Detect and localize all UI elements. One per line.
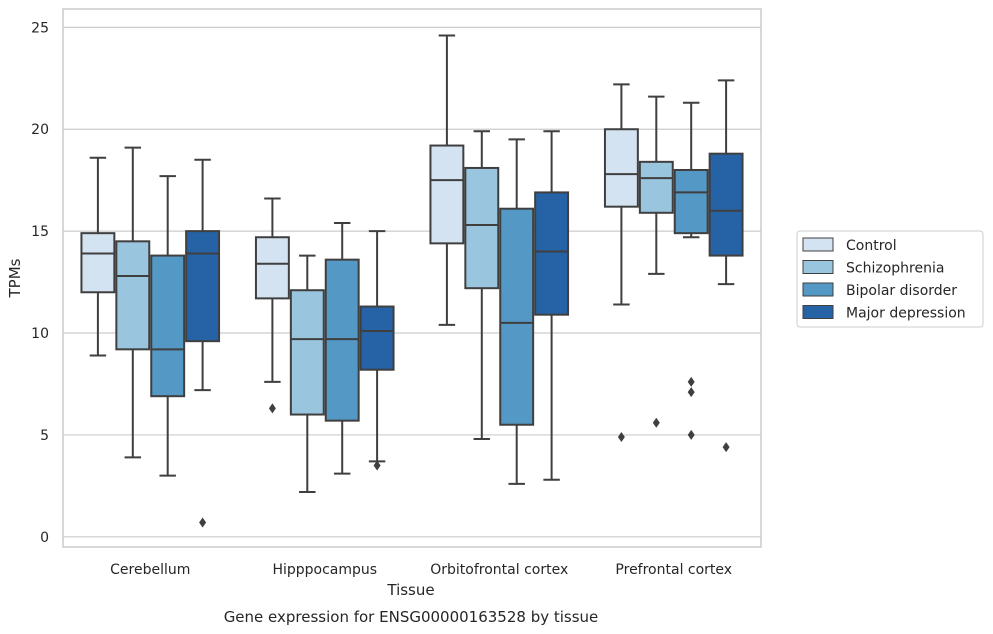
legend-swatch (802, 282, 834, 297)
box-plot (638, 95, 674, 428)
chart-caption: Gene expression for ENSG00000163528 by t… (224, 608, 599, 626)
box-plot (185, 158, 221, 528)
outlier-point (687, 387, 695, 398)
outlier-point (268, 403, 276, 414)
y-tick-label: 10 (31, 326, 49, 342)
x-tick-label: Cerebellum (110, 562, 190, 578)
outlier-point (722, 442, 730, 453)
box-plot (359, 230, 395, 471)
y-tick-labels: 0 5 10 15 20 25 (31, 20, 49, 545)
legend-label: Major depression (846, 306, 966, 322)
outlier-point (617, 431, 625, 442)
box-body (289, 289, 325, 416)
box-body (150, 254, 186, 398)
y-axis-label: TPMs (6, 258, 24, 298)
legend-swatch (802, 260, 834, 274)
box-body (185, 230, 221, 343)
box-plot (324, 221, 360, 475)
box-body (254, 236, 290, 300)
box-body (708, 152, 744, 257)
legend-label: Schizophrenia (846, 261, 944, 277)
outlier-point (652, 417, 660, 428)
box-body (603, 128, 639, 208)
box-plot (464, 130, 500, 440)
legend-swatch (802, 237, 834, 252)
outlier-point (373, 460, 381, 471)
box-body (499, 207, 535, 426)
box-plot (499, 138, 535, 485)
legend-swatch (802, 305, 834, 319)
box-body (429, 144, 465, 245)
box-plot (80, 156, 116, 357)
x-axis-label: Tissue (386, 581, 434, 599)
legend-frame (796, 230, 984, 328)
box-plot (150, 175, 186, 477)
box-plot (289, 254, 325, 493)
box-body (80, 232, 116, 294)
plot-frame (62, 8, 762, 548)
outlier-point (687, 376, 695, 387)
outlier-point (687, 429, 695, 440)
y-tick-label: 5 (40, 428, 49, 444)
box-plots (80, 34, 744, 528)
box-body (115, 240, 151, 351)
outlier-point (199, 517, 207, 528)
y-tick-label: 0 (40, 530, 49, 546)
box-plot (254, 197, 290, 414)
x-tick-label: Orbitofrontal cortex (430, 562, 568, 578)
y-tick-label: 15 (31, 224, 49, 240)
box-body (638, 160, 674, 214)
box-body (464, 166, 500, 290)
y-tick-label: 20 (31, 122, 49, 138)
legend-label: Bipolar disorder (846, 283, 957, 299)
box-body (359, 305, 395, 371)
legend-label: Control (846, 238, 897, 254)
legend: Control Schizophrenia Bipolar disorder Majo… (796, 230, 984, 328)
box-plot (534, 130, 570, 481)
box-plot (429, 34, 465, 326)
box-body (534, 191, 570, 316)
box-plot (115, 146, 151, 459)
box-plot (673, 101, 709, 440)
y-tick-label: 25 (31, 20, 49, 36)
x-tick-label: Prefrontal cortex (615, 562, 732, 578)
box-plot (603, 83, 639, 442)
box-body (673, 168, 709, 235)
x-tick-labels: Cerebellum Hipppocampus Orbitofrontal cort… (110, 562, 732, 578)
box-plot (708, 79, 744, 453)
box-body (324, 258, 360, 422)
x-tick-label: Hipppocampus (272, 562, 377, 578)
